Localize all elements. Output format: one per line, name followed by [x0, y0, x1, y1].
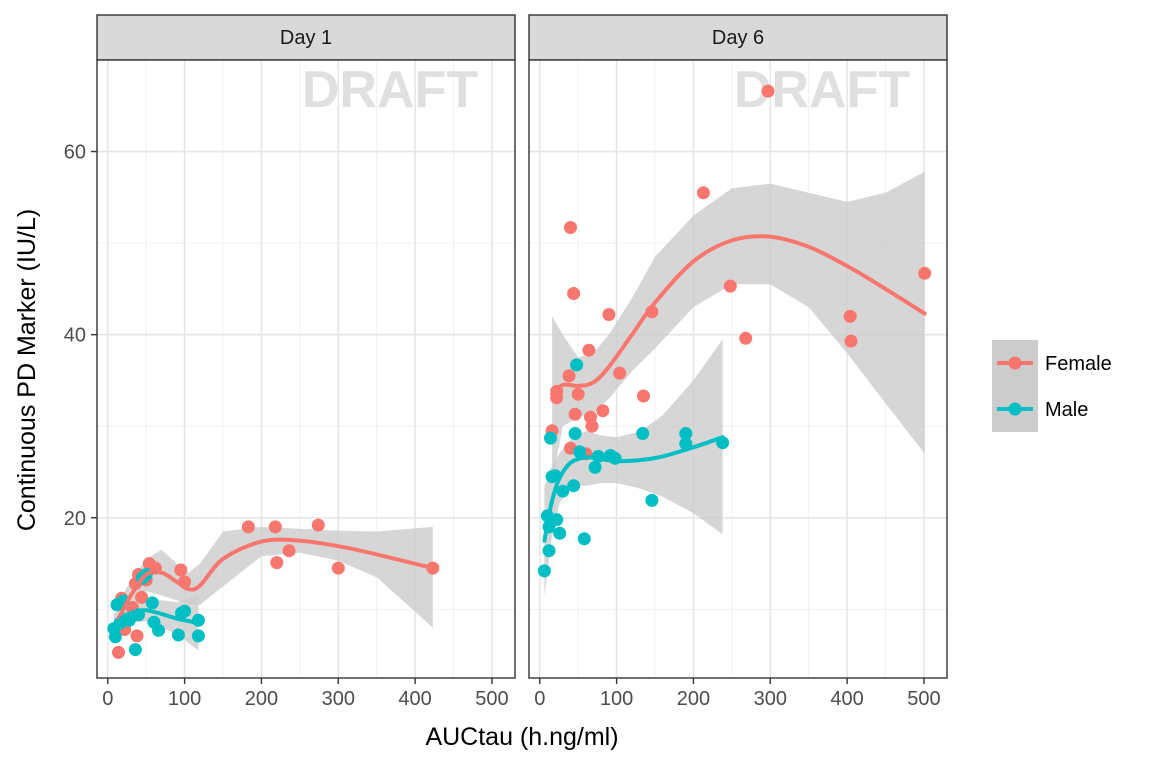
- data-point-male: [568, 427, 582, 440]
- data-point-male: [128, 643, 142, 657]
- data-point-female: [596, 404, 610, 418]
- data-point-male: [550, 513, 564, 527]
- data-point-female: [112, 645, 125, 659]
- data-point-male: [152, 623, 165, 637]
- confidence-bands-day-6: [544, 171, 925, 596]
- confidence-band-male: [544, 339, 723, 596]
- data-point-female: [282, 544, 296, 558]
- data-point-male: [544, 431, 557, 445]
- y-tick-label: 20: [64, 508, 86, 530]
- panel-day-1: Day 1 DRAFT 0 100 200 300 400 500: [96, 14, 516, 710]
- data-point-female: [637, 389, 650, 403]
- data-point-male: [573, 445, 587, 459]
- data-point-female: [130, 629, 144, 643]
- legend-label-male: Male: [1045, 399, 1088, 421]
- data-point-male: [553, 526, 567, 540]
- watermark-day-1: DRAFT: [302, 61, 478, 119]
- data-point-male: [636, 427, 650, 440]
- data-point-male: [542, 544, 556, 558]
- x-tick-label: 500: [907, 688, 940, 710]
- data-point-male: [178, 604, 192, 618]
- strip-background-day-1: [96, 14, 516, 61]
- panel-day-6: Day 6 DRAFT 0 100 200 300 400 500: [528, 14, 948, 710]
- data-point-female: [174, 563, 188, 577]
- fit-line-female: [550, 234, 927, 397]
- legend-key-point: [1008, 356, 1022, 370]
- fit-lines-day-6: [542, 234, 927, 543]
- data-point-female: [331, 561, 345, 575]
- plot-border-day-6: [528, 59, 948, 679]
- fit-lines-day-1: [111, 537, 435, 630]
- x-axis-day-6: 0 100 200 300 400 500: [534, 678, 941, 710]
- data-point-male: [567, 479, 581, 493]
- data-point-female: [613, 366, 627, 380]
- data-point-female: [696, 186, 710, 200]
- confidence-band-female: [118, 526, 433, 637]
- legend-label-female: Female: [1045, 353, 1112, 375]
- x-tick-label: 300: [322, 688, 355, 710]
- data-point-female: [602, 308, 616, 321]
- data-point-male: [588, 460, 602, 474]
- data-point-male: [171, 628, 185, 642]
- data-point-male: [570, 358, 584, 372]
- x-tick-label: 0: [534, 688, 545, 710]
- strip-label-day-1: Day 1: [280, 27, 332, 49]
- fit-line-male: [542, 435, 725, 543]
- x-axis-day-1: 0 100 200 300 400 500: [102, 678, 509, 710]
- legend-key-point: [1008, 402, 1022, 416]
- data-point-female: [568, 407, 582, 421]
- data-point-female: [844, 334, 858, 348]
- y-tick-label: 40: [64, 325, 86, 347]
- data-point-female: [268, 520, 282, 534]
- data-point-female: [585, 419, 599, 433]
- x-tick-label: 100: [600, 688, 633, 710]
- x-tick-label: 400: [830, 688, 863, 710]
- data-point-female: [564, 221, 577, 234]
- plot-border-day-1: [96, 59, 516, 679]
- data-point-female: [761, 84, 775, 98]
- y-axis-title: Continuous PD Marker (IU/L): [13, 209, 41, 531]
- data-point-male: [679, 427, 693, 440]
- x-tick-label: 200: [245, 688, 278, 710]
- strip-background-day-6: [528, 14, 948, 61]
- data-point-male: [537, 564, 551, 578]
- data-point-female: [270, 556, 284, 570]
- data-point-female: [567, 287, 581, 300]
- confidence-band-female: [552, 171, 925, 482]
- data-point-female: [571, 387, 585, 401]
- data-point-male: [556, 484, 570, 498]
- data-point-female: [739, 331, 753, 345]
- x-tick-label: 500: [475, 688, 508, 710]
- watermark-day-6: DRAFT: [734, 61, 910, 119]
- legend: Female Male: [992, 340, 1112, 432]
- data-point-female: [918, 266, 932, 280]
- strip-label-day-6: Day 6: [712, 27, 764, 49]
- x-tick-label: 400: [398, 688, 431, 710]
- data-point-female: [135, 590, 149, 604]
- x-axis-title: AUCtau (h.ng/ml): [425, 723, 618, 751]
- data-point-female: [562, 369, 576, 383]
- data-point-female: [311, 518, 325, 532]
- x-tick-label: 0: [102, 688, 113, 710]
- fit-line-female: [116, 537, 435, 621]
- data-point-male: [645, 493, 659, 507]
- data-point-female: [723, 279, 737, 293]
- data-point-male: [577, 532, 591, 546]
- y-tick-label: 60: [64, 142, 86, 164]
- data-point-male: [191, 629, 205, 643]
- data-point-male: [108, 630, 122, 644]
- fit-line-male: [111, 608, 201, 630]
- x-tick-label: 200: [677, 688, 710, 710]
- data-point-male: [145, 596, 159, 610]
- x-tick-label: 100: [168, 688, 201, 710]
- y-axis: 20 40 60: [64, 142, 97, 530]
- data-point-female: [843, 309, 857, 323]
- data-point-female: [241, 520, 255, 534]
- data-point-female: [582, 343, 596, 357]
- x-tick-label: 300: [754, 688, 787, 710]
